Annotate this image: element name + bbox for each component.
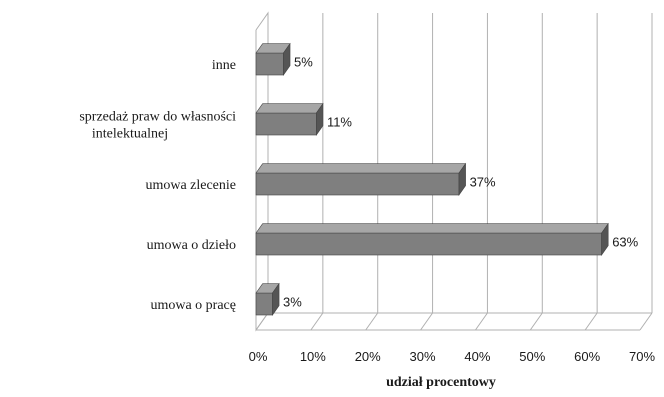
category-label: sprzedaż praw do własności bbox=[79, 110, 236, 125]
floor-line bbox=[529, 312, 543, 331]
floor-line bbox=[475, 312, 488, 331]
data-label: 5% bbox=[294, 54, 313, 69]
floor-line bbox=[639, 312, 653, 331]
floor-line bbox=[584, 312, 598, 331]
category-label: umowa o dzieło bbox=[147, 238, 236, 253]
bar-front bbox=[255, 232, 602, 256]
bar-side bbox=[601, 222, 609, 256]
bar bbox=[255, 162, 467, 196]
bar-front bbox=[255, 52, 284, 76]
floor-line bbox=[365, 312, 379, 331]
data-label: 11% bbox=[327, 114, 352, 129]
x-axis-title: udział procentowy bbox=[386, 375, 496, 390]
category-labels: inne sprzedaż praw do własności intelektua… bbox=[79, 58, 236, 313]
bar-side bbox=[458, 162, 466, 196]
floor-line bbox=[310, 312, 324, 331]
x-tick-label: 60% bbox=[574, 349, 600, 364]
bar-front bbox=[255, 292, 273, 316]
bar-front bbox=[255, 112, 317, 136]
bar-side bbox=[272, 282, 280, 316]
bar-front bbox=[255, 172, 460, 196]
bar-side bbox=[316, 102, 324, 136]
floor-line bbox=[420, 312, 433, 331]
data-label: 63% bbox=[612, 234, 638, 249]
bar-top bbox=[255, 223, 609, 234]
x-tick-label: 0% bbox=[249, 349, 268, 364]
x-tick-label: 40% bbox=[464, 349, 490, 364]
x-tick-label: 70% bbox=[629, 349, 655, 364]
category-label: intelektualnej bbox=[92, 127, 168, 142]
x-tick-labels: 0% 10% 20% 30% 40% 50% 60% 70% bbox=[249, 349, 656, 364]
bar bbox=[255, 42, 291, 76]
category-label: inne bbox=[212, 58, 236, 73]
bar bbox=[255, 102, 324, 136]
bar-top bbox=[255, 163, 467, 174]
data-label: 3% bbox=[283, 294, 302, 309]
category-label: umowa o pracę bbox=[150, 298, 236, 313]
x-tick-label: 30% bbox=[410, 349, 436, 364]
data-label: 37% bbox=[470, 174, 496, 189]
bars: 5% 11% 37% 63% 3% bbox=[255, 42, 639, 316]
bar-top bbox=[255, 103, 324, 114]
x-tick-label: 20% bbox=[355, 349, 381, 364]
bar bbox=[255, 222, 609, 256]
bar-side bbox=[283, 42, 291, 76]
x-tick-label: 50% bbox=[519, 349, 545, 364]
x-tick-label: 10% bbox=[300, 349, 326, 364]
category-label: umowa zlecenie bbox=[145, 178, 236, 193]
bar bbox=[255, 282, 280, 316]
